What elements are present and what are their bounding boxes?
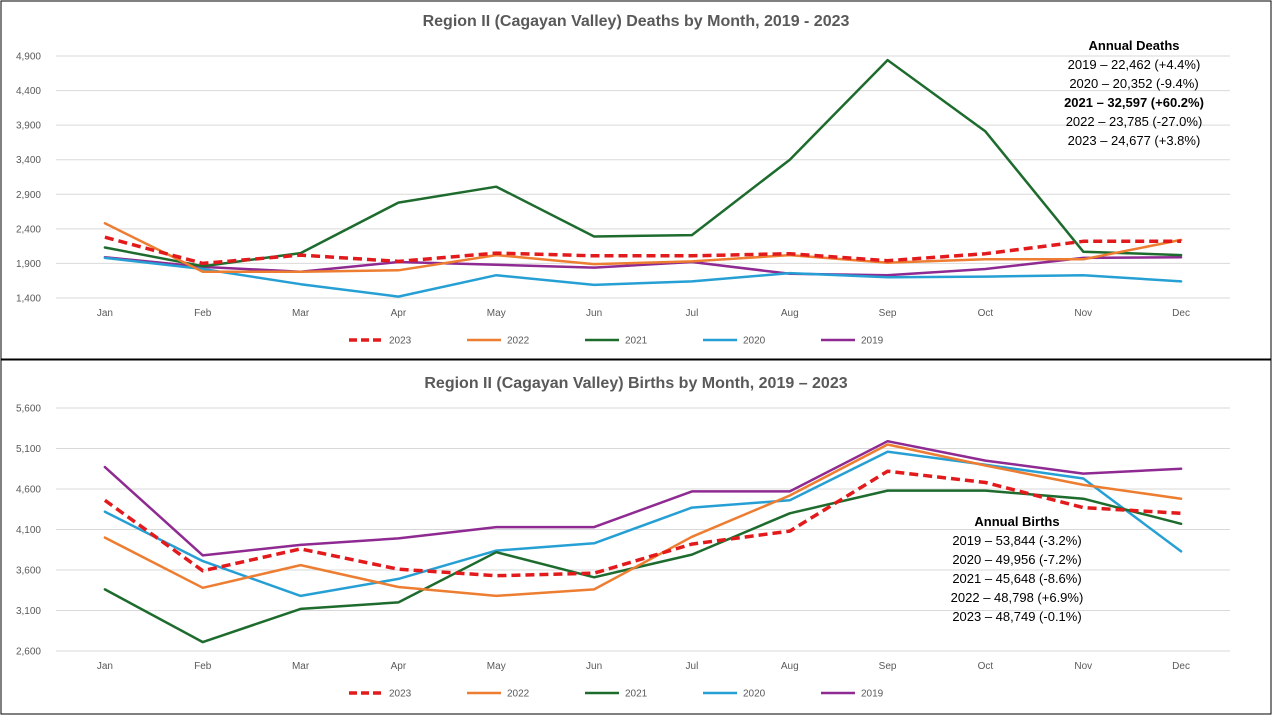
births-x-tick-label: Dec: [1172, 661, 1190, 672]
deaths-legend-label: 2019: [861, 336, 884, 347]
deaths-legend-label: 2023: [389, 336, 412, 347]
bottom-chart-frame: [0, 359, 1272, 715]
deaths-series-line-2023: [104, 235, 1182, 266]
births-series-line-2021: [103, 489, 1183, 644]
births-series-line-2023: [103, 469, 1182, 578]
deaths-y-tick-label: 2,900: [16, 190, 41, 201]
deaths-y-tick-label: 4,900: [16, 52, 41, 63]
deaths-x-tick-label: May: [487, 308, 506, 319]
deaths-y-tick-label: 2,400: [16, 224, 41, 235]
deaths-chart-title: Region II (Cagayan Valley) Deaths by Mon…: [423, 13, 850, 30]
deaths-x-tick-label: Feb: [194, 308, 212, 319]
births-legend-label: 2023: [389, 689, 412, 700]
births-annotation-heading: Annual Births: [974, 514, 1059, 529]
deaths-x-tick-label: Nov: [1074, 308, 1092, 319]
births-y-tick-label: 5,100: [16, 444, 41, 455]
births-annotation-line: 2023 – 48,749 (-0.1%): [952, 609, 1081, 624]
births-series-line-2022: [103, 443, 1183, 598]
deaths-x-tick-label: Jan: [97, 308, 113, 319]
deaths-series-line-2022: [103, 222, 1183, 273]
births-y-tick-label: 5,600: [16, 404, 41, 415]
births-x-tick-label: Jul: [686, 661, 699, 672]
deaths-x-tick-label: Aug: [781, 308, 799, 319]
births-x-tick-label: Sep: [879, 661, 897, 672]
births-y-tick-label: 3,600: [16, 566, 41, 577]
births-series-line-2019: [103, 439, 1183, 557]
births-annotation-line: 2020 – 49,956 (-7.2%): [952, 552, 1081, 567]
deaths-x-tick-label: Jun: [586, 308, 602, 319]
deaths-annotation-heading: Annual Deaths: [1088, 38, 1179, 53]
deaths-y-tick-label: 3,400: [16, 155, 41, 166]
deaths-legend-label: 2022: [507, 336, 530, 347]
births-x-tick-label: Feb: [194, 661, 212, 672]
deaths-annotation-line: 2019 – 22,462 (+4.4%): [1068, 57, 1201, 72]
births-x-tick-label: Nov: [1074, 661, 1092, 672]
deaths-x-tick-label: Jul: [686, 308, 699, 319]
births-legend-label: 2019: [861, 689, 884, 700]
deaths-annotation-line: 2021 – 32,597 (+60.2%): [1064, 95, 1204, 110]
births-annotation-line: 2022 – 48,798 (+6.9%): [951, 590, 1084, 605]
deaths-x-tick-label: Mar: [292, 308, 310, 319]
deaths-x-tick-label: Apr: [391, 308, 407, 319]
deaths-x-tick-label: Dec: [1172, 308, 1190, 319]
births-legend-label: 2022: [507, 689, 530, 700]
deaths-annotation-line: 2022 – 23,785 (-27.0%): [1066, 114, 1203, 129]
births-legend-label: 2020: [743, 689, 766, 700]
deaths-series-line-2020: [103, 256, 1183, 298]
births-y-tick-label: 2,600: [16, 647, 41, 658]
births-x-tick-label: Jun: [586, 661, 602, 672]
births-x-tick-label: May: [487, 661, 506, 672]
deaths-y-tick-label: 1,900: [16, 259, 41, 270]
deaths-y-tick-label: 1,400: [16, 294, 41, 305]
births-y-tick-label: 3,100: [16, 606, 41, 617]
deaths-annotation-line: 2020 – 20,352 (-9.4%): [1069, 76, 1198, 91]
births-y-tick-label: 4,100: [16, 525, 41, 536]
births-x-tick-label: Jan: [97, 661, 113, 672]
deaths-legend-label: 2021: [625, 336, 648, 347]
births-x-tick-label: Oct: [978, 661, 994, 672]
deaths-x-tick-label: Oct: [978, 308, 994, 319]
deaths-y-tick-label: 4,400: [16, 86, 41, 97]
deaths-plot: 1,400 1,900 2,400 2,900 3,400 3,900 4,400 4,900…: [16, 38, 1230, 347]
births-legend-label: 2021: [625, 689, 648, 700]
deaths-legend-label: 2020: [743, 336, 766, 347]
deaths-annotation-line: 2023 – 24,677 (+3.8%): [1068, 133, 1201, 148]
top-chart-frame: [0, 0, 1272, 360]
births-y-tick-label: 4,600: [16, 485, 41, 496]
births-x-tick-label: Aug: [781, 661, 799, 672]
births-plot: 2,600 3,100 3,600 4,100 4,600 5,100 5,600 Jan Fe…: [16, 404, 1230, 700]
births-x-tick-label: Mar: [292, 661, 310, 672]
deaths-x-tick-label: Sep: [879, 308, 897, 319]
births-chart-title: Region II (Cagayan Valley) Births by Mon…: [424, 375, 847, 392]
births-series-line-2020: [103, 450, 1183, 598]
births-x-tick-label: Apr: [391, 661, 407, 672]
deaths-y-tick-label: 3,900: [16, 121, 41, 132]
births-annotation-line: 2021 – 45,648 (-8.6%): [952, 571, 1081, 586]
births-annotation-line: 2019 – 53,844 (-3.2%): [952, 533, 1081, 548]
